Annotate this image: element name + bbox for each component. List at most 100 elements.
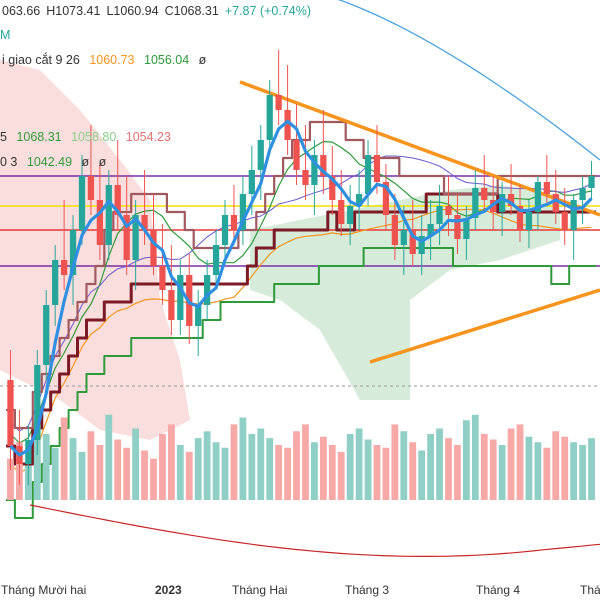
volume-bar: [328, 445, 336, 500]
volume-bar: [588, 438, 595, 500]
volume-bar: [534, 442, 542, 500]
legend-line-4: 5 1068.31 1058.80 1054.23: [0, 130, 177, 144]
volume-bar: [471, 414, 479, 500]
cloud-green: [250, 185, 560, 400]
candle-body: [329, 176, 336, 200]
legend-ohlc: 063.66 H1073.41 L1060.94 C1068.31 +7.87 (+0.…: [2, 4, 317, 18]
volume-bar: [248, 434, 256, 500]
blue-ma: [9, 119, 593, 457]
volume-bar: [212, 442, 220, 500]
legend-change: +7.87 (+0.74%): [224, 4, 311, 18]
volume-bar: [302, 424, 309, 500]
purple-ma: [10, 155, 592, 432]
candle-body: [78, 176, 86, 230]
volume-bar: [319, 436, 327, 500]
volume-bar: [87, 431, 95, 500]
candle-body: [7, 380, 14, 446]
candle-body: [195, 305, 202, 326]
volume-bar: [391, 424, 399, 500]
volume-bar: [436, 428, 443, 500]
candle-body: [114, 185, 121, 215]
candle-body: [579, 188, 586, 200]
candle-body: [338, 200, 345, 224]
volume-bar: [275, 445, 283, 500]
volume-bar: [561, 436, 569, 500]
legend-line-5-prefix: 0 3: [0, 155, 18, 169]
candle-body: [123, 215, 130, 260]
volume-bar: [230, 424, 238, 500]
legend-open: 063.66: [2, 4, 41, 18]
candle-body: [43, 305, 50, 365]
candle-body: [445, 206, 452, 215]
candle-body: [534, 182, 542, 212]
legend-line-3: i giao cắt 9 26 1060.73 1056.04 ø: [2, 53, 212, 67]
volume-bar: [427, 434, 435, 500]
volume-bar: [114, 439, 122, 500]
candle-body: [141, 215, 148, 230]
volume-bar: [418, 450, 426, 500]
legend-high: H1073.41: [46, 4, 101, 18]
orange-ma: [10, 208, 592, 474]
candle-body: [552, 194, 559, 212]
volume-bar: [239, 417, 247, 500]
candle-body: [400, 230, 407, 245]
volume-bar: [498, 445, 506, 500]
candle-body: [239, 194, 247, 230]
candle-body: [481, 188, 488, 200]
volume-bar: [257, 428, 265, 500]
candle-body: [516, 206, 524, 230]
volume-bar: [132, 428, 140, 500]
volume-bar: [150, 458, 157, 500]
candle-body: [96, 200, 103, 245]
candle-body: [561, 212, 568, 230]
candle-body: [177, 275, 184, 320]
volume-bar: [445, 438, 452, 500]
volume-bar: [570, 442, 578, 500]
legend-line-4-v2: 1058.80: [71, 130, 117, 144]
candle-body: [257, 140, 264, 170]
legend-line-5: 0 3 1042.49 ø ø: [0, 155, 112, 169]
volume-bar: [355, 428, 363, 500]
candle-body: [382, 182, 390, 215]
legend-line-3-v1: 1060.73: [89, 53, 135, 67]
legend-line-3-name: i giao cắt 9 26: [2, 53, 80, 67]
candle-body: [472, 188, 479, 218]
volume-bar: [284, 447, 291, 500]
legend-low: L1060.94: [106, 4, 159, 18]
volume-bar: [51, 447, 59, 500]
volume-bar: [194, 438, 202, 500]
candle-body: [355, 194, 363, 206]
volume-bar: [454, 445, 461, 500]
volume-bar: [552, 431, 560, 500]
volume-bar: [364, 439, 372, 500]
legend-line-3-v2: 1056.04: [144, 53, 190, 67]
candle-body: [391, 215, 398, 245]
volume-bar: [462, 420, 470, 500]
candle-body: [320, 155, 327, 176]
candle-body: [373, 155, 381, 182]
volume-bar: [203, 431, 211, 500]
legend-line-3-sym: ø: [198, 53, 207, 67]
legend-close: C1068.31: [164, 4, 219, 18]
candle-body: [212, 245, 220, 275]
volume-bar: [516, 424, 524, 500]
x-tick-label: Tháng Mười hai: [1, 583, 86, 597]
candle-body: [60, 260, 68, 275]
legend-line-2: M: [0, 28, 16, 42]
candle-body: [436, 206, 443, 224]
candle-body: [463, 218, 470, 239]
volume-bar: [293, 431, 300, 500]
volume-bar: [33, 424, 41, 500]
candle-body: [347, 206, 354, 224]
volume-bar: [525, 436, 533, 500]
volume-bar: [579, 445, 586, 500]
candle-body: [275, 95, 282, 110]
volume-bar: [373, 445, 381, 500]
legend-line-4-v3: 1054.23: [125, 130, 171, 144]
candle-body: [570, 200, 577, 230]
candle-body: [427, 224, 434, 236]
candle-body: [418, 236, 425, 254]
tenkan-line: [6, 120, 596, 430]
